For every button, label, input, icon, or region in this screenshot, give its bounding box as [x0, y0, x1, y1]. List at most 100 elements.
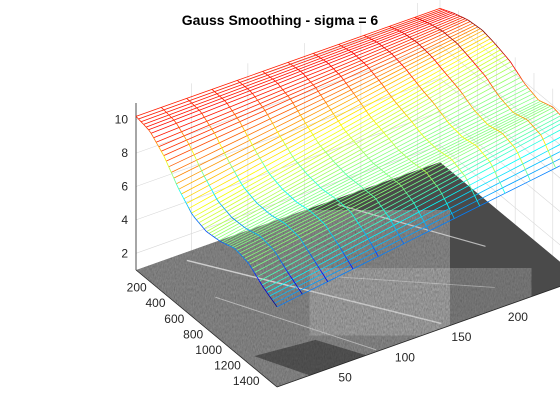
mesh-line-y [239, 180, 243, 186]
mesh-line-y [451, 126, 455, 130]
mesh-line-y [290, 63, 294, 67]
mesh-line-y [434, 146, 438, 150]
mesh-line-y [208, 124, 213, 130]
mesh-line-y [343, 79, 347, 84]
y-tick-label: 50 [338, 370, 352, 384]
mesh-line-y [378, 126, 382, 130]
mesh-line-y [484, 75, 489, 80]
mesh-line-y [307, 209, 311, 212]
mesh-line-y [234, 114, 238, 119]
mesh-line-y [489, 83, 494, 88]
mesh-line-y [411, 38, 415, 42]
mesh-line-y [489, 125, 493, 128]
mesh-line-y [231, 217, 235, 220]
mesh-line-y [542, 139, 546, 146]
mesh-line-y [399, 61, 403, 65]
mesh-line-y [439, 29, 443, 32]
mesh-line-y [406, 70, 410, 74]
mesh-line-y [548, 104, 551, 107]
mesh-line-y [426, 139, 430, 143]
mesh-line-y [391, 53, 395, 57]
mesh-line-y [552, 162, 557, 169]
mesh-line-y [391, 141, 395, 145]
mesh-line-y [282, 221, 286, 224]
mesh-line-y [464, 96, 468, 102]
mesh-line-y [231, 110, 236, 115]
mesh-line-y [307, 126, 311, 132]
mesh-line-y [411, 199, 415, 204]
tick-labels: 2004006008001000120014005010015020025024… [115, 113, 529, 389]
mesh-line-y [373, 163, 377, 166]
mesh-line-y [329, 232, 334, 237]
mesh-line-y [312, 179, 316, 183]
mesh-line-y [406, 115, 410, 119]
mesh-line-y [519, 158, 524, 165]
mesh-line-y [474, 110, 478, 114]
mesh-line-y [380, 205, 384, 210]
mesh-line-y [441, 114, 445, 118]
mesh-line-y [459, 169, 463, 173]
mesh-line-y [375, 251, 379, 257]
mesh-line-y [449, 77, 453, 82]
mesh-line-y [396, 29, 400, 32]
mesh-line-y [168, 114, 172, 118]
mesh-line-y [328, 63, 332, 67]
mesh-line-y [292, 102, 296, 108]
mesh-line-y [380, 169, 384, 173]
mesh-line-y [504, 136, 509, 140]
mesh-line-y [417, 18, 420, 20]
mesh-line-y [426, 172, 430, 177]
mesh-line-y [211, 128, 215, 134]
mesh-line-y [401, 109, 405, 113]
mesh-line-y [550, 156, 554, 163]
mesh-line-y [355, 96, 360, 101]
mesh-line-y [497, 94, 501, 99]
mesh-line-y [418, 211, 422, 217]
mesh-line-y [335, 117, 339, 122]
mesh-line-y [525, 118, 529, 121]
mesh-line-y [332, 196, 336, 199]
mesh-line-y [297, 235, 301, 239]
mesh-line-y [302, 168, 306, 173]
mesh-line-y [411, 161, 415, 164]
mesh-line-y [363, 62, 367, 66]
mesh-line-y [201, 225, 205, 229]
mesh-line-y [391, 96, 395, 101]
mesh-line-y [170, 172, 175, 179]
axis-lines [135, 103, 560, 388]
mesh-line-y [290, 98, 294, 104]
z-tick-label: 6 [121, 180, 128, 194]
mesh-line-y [324, 224, 329, 230]
mesh-line-y [313, 53, 317, 56]
mesh-line-y [436, 107, 440, 112]
mesh-line-y [259, 280, 263, 286]
mesh-line-y [350, 264, 354, 270]
mesh-line-y [229, 106, 233, 111]
mesh-line-y [350, 211, 354, 216]
mesh-line-y [277, 218, 281, 221]
mesh-line-y [153, 137, 157, 143]
mesh-line-y [355, 143, 359, 148]
mesh-line-y [444, 9, 448, 12]
mesh-line-y [289, 195, 293, 199]
mesh-line-y [188, 144, 192, 150]
mesh-line-y [395, 229, 399, 235]
mesh-line-y [266, 292, 270, 297]
mesh-line-y [413, 124, 418, 129]
mesh-line-y [246, 135, 251, 141]
mesh-line-y [527, 87, 531, 91]
mesh-line-y [203, 228, 207, 232]
mesh-line-y [266, 242, 270, 247]
mesh-line-y [211, 189, 215, 195]
mesh-line-y [299, 290, 303, 295]
mesh-line-y [535, 96, 539, 100]
mesh-line-y [345, 48, 349, 51]
mesh-line-y [165, 160, 170, 167]
mesh-line-y [385, 212, 389, 217]
mesh-line-y [492, 166, 496, 172]
mesh-line-y [259, 235, 263, 239]
mesh-line-y [441, 68, 446, 73]
mesh-line-y [507, 58, 511, 63]
mesh-line-y [448, 208, 453, 214]
mesh-line-y [459, 46, 463, 50]
